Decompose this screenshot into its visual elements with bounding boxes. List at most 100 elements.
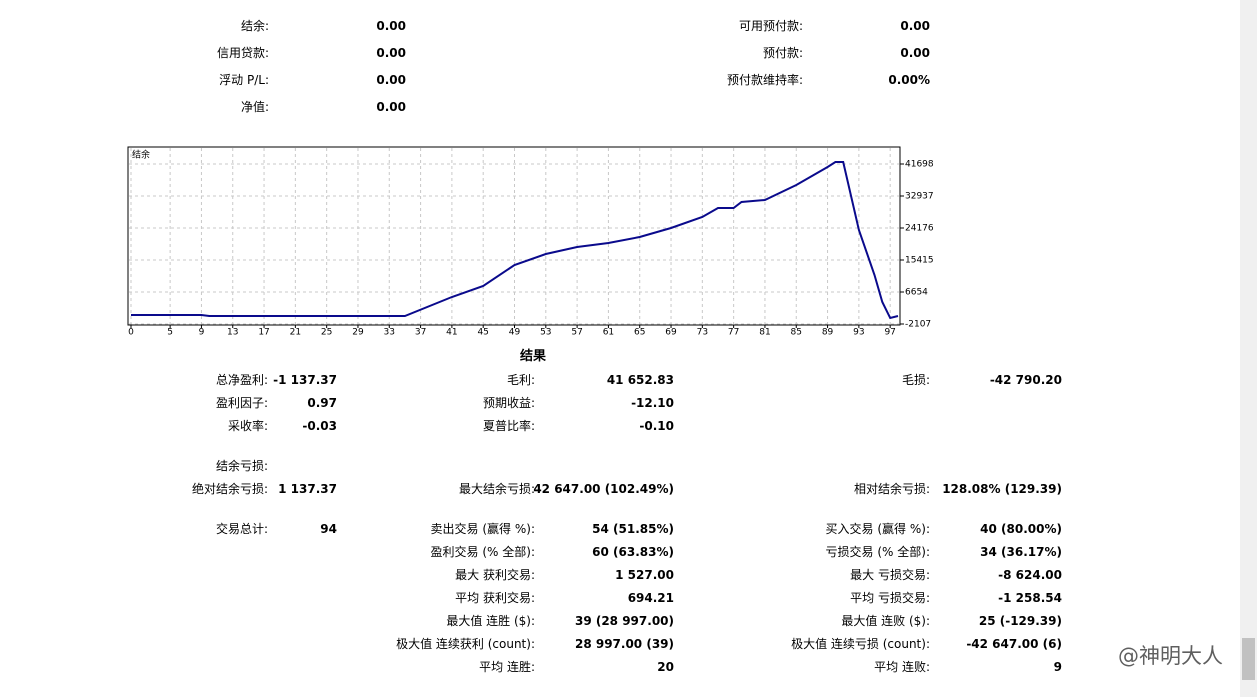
result-value: 39 (28 997.00) [574, 614, 674, 628]
result-label: 卖出交易 (赢得 %): [430, 522, 535, 536]
result-value: 34 (36.17%) [980, 545, 1062, 559]
x-tick-label: 69 [665, 328, 677, 338]
x-tick-label: 29 [352, 328, 364, 338]
summary-value: 0.00 [376, 100, 406, 114]
x-tick-label: 97 [884, 328, 895, 338]
x-tick-label: 33 [384, 328, 395, 338]
result-label: 买入交易 (赢得 %): [825, 522, 930, 536]
result-label: 采收率: [227, 419, 268, 433]
y-tick-label: 6654 [905, 287, 928, 297]
x-tick-label: 13 [227, 328, 238, 338]
y-tick-label: 15415 [905, 255, 934, 265]
result-label: 盈利因子: [215, 396, 268, 410]
result-label: 结余亏损: [215, 459, 268, 473]
result-label: 总净盈利: [215, 373, 268, 387]
x-tick-label: 89 [822, 328, 834, 338]
result-value: -1 137.37 [273, 373, 337, 387]
result-value: 41 652.83 [606, 373, 674, 387]
result-label: 最大值 连胜 ($): [446, 614, 535, 628]
chart: -2107 6654 15415 24176 32937 41698 0 5 9 13 17 21 25… [127, 146, 934, 338]
x-tick-label: 21 [290, 328, 301, 338]
result-value: -42 647.00 (6) [966, 637, 1062, 651]
x-tick-label: 61 [603, 328, 614, 338]
summary-value: 0.00 [376, 46, 406, 60]
series-label: 结余 [132, 149, 150, 161]
result-label: 平均 连败: [874, 660, 930, 674]
summary-label: 预付款: [762, 46, 803, 60]
result-label: 相对结余亏损: [853, 482, 930, 496]
result-label: 绝对结余亏损: [191, 482, 268, 496]
result-value: -1 258.54 [998, 591, 1062, 605]
y-tick-label: 41698 [905, 159, 934, 169]
result-value: 1 527.00 [615, 568, 674, 582]
summary-value: 0.00 [900, 46, 930, 60]
result-value: 20 [657, 660, 674, 674]
balance-line [131, 161, 899, 320]
result-value: -0.03 [302, 419, 337, 433]
summary-label: 浮动 P/L: [219, 73, 269, 87]
result-value: 25 (-129.39) [978, 614, 1062, 628]
plot-frame [127, 146, 901, 326]
result-label: 毛利: [506, 373, 535, 387]
result-label: 极大值 连续获利 (count): [396, 637, 535, 651]
result-value: 0.97 [307, 396, 337, 410]
x-tick-label: 41 [446, 328, 457, 338]
result-value: -42 790.20 [989, 373, 1062, 387]
summary-value: 0.00% [888, 73, 930, 87]
result-value: 54 (51.85%) [592, 522, 674, 536]
result-value: 128.08% (129.39) [942, 482, 1062, 496]
x-tick-label: 17 [258, 328, 269, 338]
result-value: 9 [1053, 660, 1062, 674]
x-tick-label: 0 [128, 328, 134, 338]
scrollbar[interactable] [1240, 0, 1257, 697]
x-tick-label: 9 [199, 328, 205, 338]
summary-label: 结余: [240, 19, 269, 33]
scrollbar-thumb[interactable] [1242, 638, 1255, 680]
x-tick-label: 53 [540, 328, 551, 338]
summary-value: 0.00 [376, 19, 406, 33]
result-label: 毛损: [901, 373, 930, 387]
x-tick-label: 49 [509, 328, 521, 338]
result-label: 夏普比率: [482, 419, 535, 433]
x-tick-label: 73 [697, 328, 708, 338]
watermark: @神明大人 [1118, 644, 1223, 668]
result-value: 40 (80.00%) [980, 522, 1062, 536]
result-value: -12.10 [631, 396, 674, 410]
result-value: 60 (63.83%) [592, 545, 674, 559]
result-label: 平均 获利交易: [455, 591, 535, 605]
result-value: 1 137.37 [278, 482, 337, 496]
summary-label: 净值: [240, 100, 269, 114]
result-label: 平均 亏损交易: [850, 591, 930, 605]
y-tick-label: -2107 [905, 320, 931, 330]
result-value: 694.21 [627, 591, 674, 605]
result-value: 42 647.00 (102.49%) [533, 482, 674, 496]
result-label: 盈利交易 (% 全部): [430, 545, 535, 559]
x-tick-label: 81 [759, 328, 770, 338]
result-value: -8 624.00 [998, 568, 1062, 582]
summary-value: 0.00 [900, 19, 930, 33]
x-tick-label: 5 [167, 328, 173, 338]
result-label: 平均 连胜: [479, 660, 535, 674]
results-title: 结果 [519, 349, 547, 364]
y-tick-label: 32937 [905, 191, 934, 201]
result-value: -0.10 [639, 419, 674, 433]
x-tick-label: 57 [571, 328, 582, 338]
result-value: 28 997.00 (39) [574, 637, 674, 651]
summary-value: 0.00 [376, 73, 406, 87]
x-tick-label: 45 [477, 328, 488, 338]
summary-label: 预付款维持率: [726, 73, 803, 87]
result-label: 最大结余亏损: [458, 482, 535, 496]
x-tick-label: 37 [415, 328, 426, 338]
summary-label: 信用贷款: [216, 46, 269, 60]
result-label: 交易总计: [215, 522, 268, 536]
result-label: 预期收益: [482, 396, 535, 410]
result-label: 极大值 连续亏损 (count): [791, 637, 930, 651]
result-label: 最大 亏损交易: [850, 568, 930, 582]
x-tick-label: 65 [634, 328, 645, 338]
result-value: 94 [320, 522, 337, 536]
x-tick-label: 85 [791, 328, 802, 338]
x-tick-label: 25 [321, 328, 332, 338]
x-tick-label: 77 [728, 328, 739, 338]
result-label: 最大值 连败 ($): [841, 614, 930, 628]
